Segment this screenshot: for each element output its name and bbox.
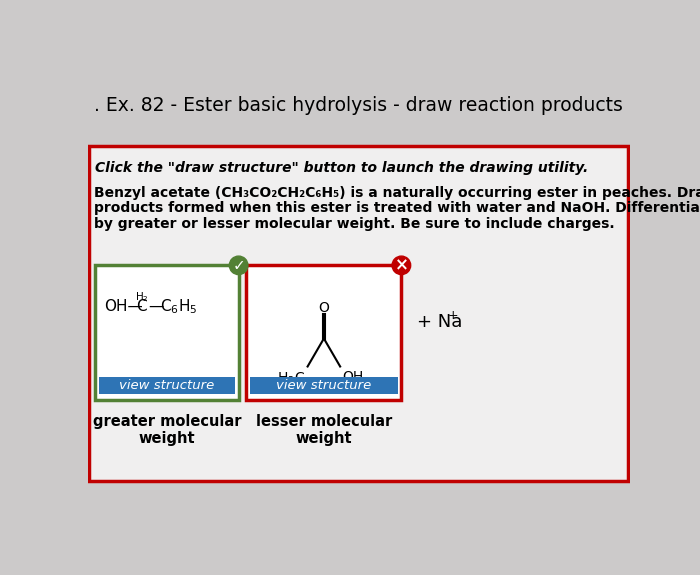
Text: +: + — [448, 309, 458, 321]
Circle shape — [392, 256, 411, 275]
Bar — [251, 377, 398, 394]
Text: OH—: OH— — [104, 298, 144, 313]
Text: ✓: ✓ — [232, 258, 245, 273]
Text: O: O — [318, 301, 329, 315]
Text: lesser molecular
weight: lesser molecular weight — [256, 414, 392, 446]
Text: greater molecular
weight: greater molecular weight — [92, 414, 241, 446]
Text: view structure: view structure — [276, 379, 372, 392]
Bar — [246, 265, 401, 400]
Text: view structure: view structure — [119, 379, 215, 392]
Text: —: — — [148, 298, 163, 313]
Bar — [89, 146, 628, 481]
Text: $\mathregular{H_3C}$: $\mathregular{H_3C}$ — [277, 370, 305, 387]
Text: by greater or lesser molecular weight. Be sure to include charges.: by greater or lesser molecular weight. B… — [94, 217, 615, 231]
Text: Click the "draw structure" button to launch the drawing utility.: Click the "draw structure" button to lau… — [95, 162, 589, 175]
Text: + Na: + Na — [417, 313, 462, 331]
Text: ×: × — [394, 256, 408, 274]
Text: Benzyl acetate (CH₃CO₂CH₂C₆H₅) is a naturally occurring ester in peaches. Draw t: Benzyl acetate (CH₃CO₂CH₂C₆H₅) is a natu… — [94, 186, 700, 200]
Text: C: C — [136, 298, 147, 313]
Bar — [95, 265, 239, 400]
Text: . Ex. 82 - Ester basic hydrolysis - draw reaction products: . Ex. 82 - Ester basic hydrolysis - draw… — [94, 97, 622, 116]
Bar — [99, 377, 234, 394]
Text: products formed when this ester is treated with water and NaOH. Differentiate pr: products formed when this ester is treat… — [94, 201, 700, 216]
Text: OH: OH — [342, 370, 364, 384]
Circle shape — [230, 256, 248, 275]
Text: $\mathregular{C_6H_5}$: $\mathregular{C_6H_5}$ — [160, 297, 198, 316]
Text: $\mathregular{H_2}$: $\mathregular{H_2}$ — [135, 290, 148, 304]
